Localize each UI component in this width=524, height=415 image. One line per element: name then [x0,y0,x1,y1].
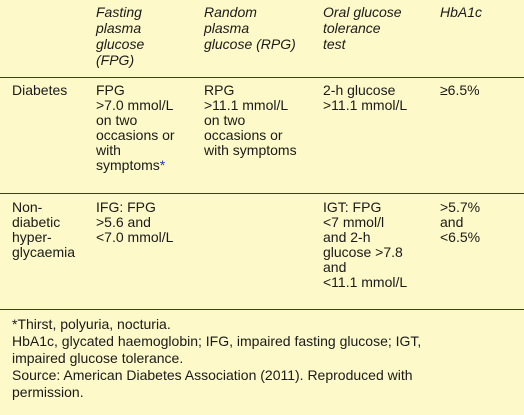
header-divider [0,77,524,78]
row-label-diabetes: Diabetes [12,82,68,98]
footnote-abbreviations: HbA1c, glycated haemoglobin; IFG, impair… [12,333,422,366]
hyperglycaemia-ogtt-cell: IGT: FPG <7 mmol/l and 2-h glucose >7.8 … [323,199,408,290]
diabetes-rpg-cell: RPG >11.1 mmol/L on two occasions or wit… [204,82,297,158]
diabetes-hba1c-cell: ≥6.5% [440,82,480,98]
diabetes-fpg-cell: FPG >7.0 mmol/L on two occasions or with… [96,83,201,173]
footnotes: *Thirst, polyuria, nocturia. HbA1c, glyc… [12,316,512,401]
hyperglycaemia-hba1c-cell: >5.7% and <6.5% [440,199,481,245]
footnote-source: Source: American Diabetes Association (2… [12,367,413,400]
header-rpg: Random plasma glucose (RPG) [204,4,296,52]
footnote-divider [0,309,524,310]
diabetes-ogtt-cell: 2-h glucose >11.1 mmol/L [323,82,408,113]
footnote-symptoms: *Thirst, polyuria, nocturia. [12,316,171,332]
diabetes-fpg-text: FPG >7.0 mmol/L on two occasions or with… [96,82,175,173]
row-divider [0,193,524,194]
header-fpg: Fasting plasma glucose (FPG) [96,4,145,68]
header-hba1c: HbA1c [440,4,483,20]
header-ogtt: Oral glucose tolerance test [323,4,402,52]
row-label-non-diabetic-hyperglycaemia: Non- diabetic hyper- glycaemia [12,199,76,260]
footnote-marker: * [159,157,166,173]
hyperglycaemia-fpg-cell: IFG: FPG >5.6 and <7.0 mmol/L [96,199,174,245]
